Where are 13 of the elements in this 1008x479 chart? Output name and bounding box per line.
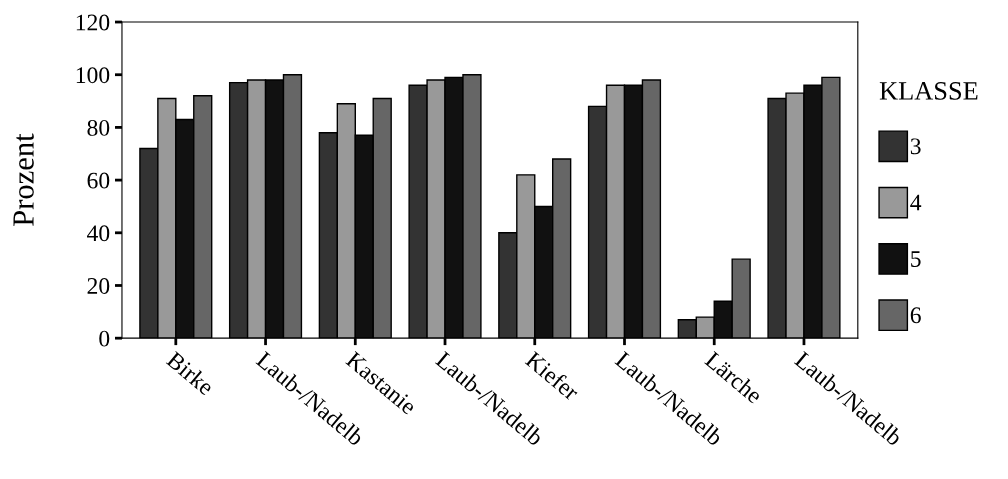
legend-title: KLASSE	[879, 82, 978, 100]
y-tick-label: 0	[99, 330, 110, 347]
y-axis-title: Prozent	[13, 133, 34, 226]
y-tick-label: 120	[76, 14, 110, 31]
y-tick-label: 60	[87, 172, 110, 189]
y-tick-label: 40	[87, 225, 110, 242]
y-tick-label: 20	[87, 277, 110, 294]
y-tick-label: 100	[76, 67, 110, 84]
legend-label: 4	[910, 194, 922, 211]
legend-label: 3	[910, 138, 921, 155]
y-tick-label: 80	[87, 119, 110, 136]
legend-label: 5	[911, 251, 921, 267]
legend-label: 6	[910, 307, 921, 324]
